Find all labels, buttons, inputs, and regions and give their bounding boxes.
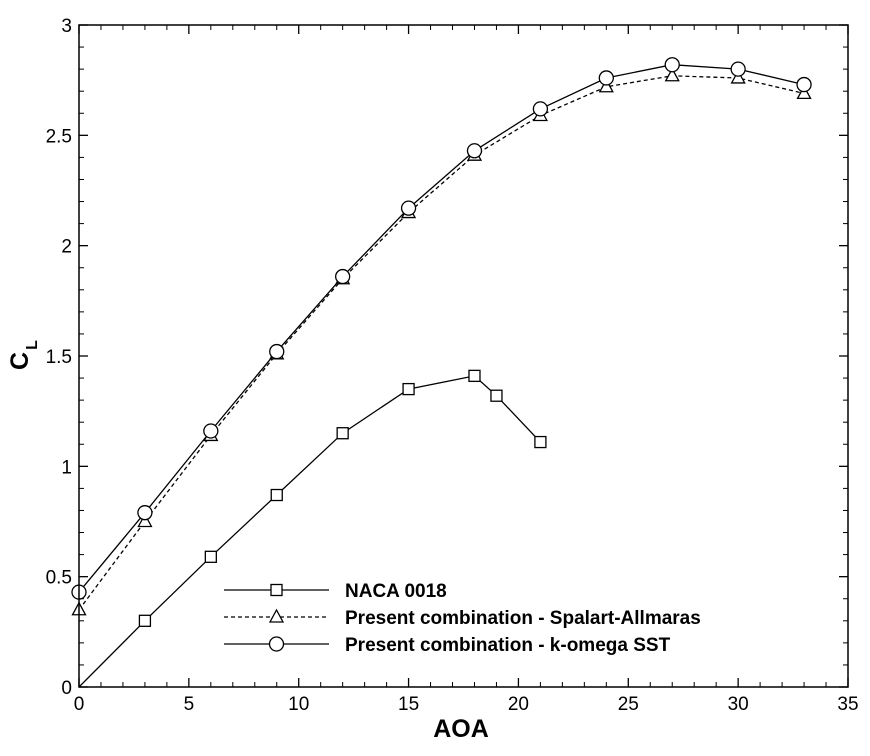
y-tick-label: 1 xyxy=(61,457,72,478)
data-point-present-combination-k-omega-sst xyxy=(532,101,549,117)
data-point-present-combination-k-omega-sst xyxy=(137,505,153,521)
data-point-naca-0018 xyxy=(336,427,349,440)
data-point-present-combination-k-omega-sst xyxy=(466,143,483,159)
legend-marker-naca-0018 xyxy=(270,583,283,597)
data-point-naca-0018 xyxy=(534,435,547,449)
x-tick-label: 10 xyxy=(288,694,309,715)
data-point-present-combination-k-omega-sst xyxy=(796,76,812,93)
data-point-present-combination-k-omega-sst xyxy=(203,423,219,439)
legend-item-present-combination-spalart-allmaras: Present combination - Spalart-Allmaras xyxy=(224,608,701,629)
data-point-naca-0018 xyxy=(204,550,217,563)
y-axis-title-subscript: L xyxy=(24,340,41,350)
data-point-naca-0018 xyxy=(490,389,503,402)
data-point-present-combination-spalart-allmaras xyxy=(796,85,812,100)
y-axis-title: C L xyxy=(6,340,41,370)
y-tick-label: 0.5 xyxy=(46,568,72,589)
data-point-naca-0018 xyxy=(402,382,415,396)
data-point-present-combination-spalart-allmaras xyxy=(730,69,746,84)
y-tick-label: 1.5 xyxy=(46,347,72,368)
data-point-naca-0018 xyxy=(138,614,152,627)
legend-item-present-combination-k-omega-sst: Present combination - k-omega SST xyxy=(224,635,671,656)
data-point-naca-0018 xyxy=(468,369,481,383)
data-point-naca-0018 xyxy=(270,488,283,502)
data-point-present-combination-k-omega-sst xyxy=(400,200,417,216)
x-tick-label: 0 xyxy=(74,694,85,715)
axes-layer: 0 5 10 15 20 25 30 35 0 0.5 1 1.5 2 2.5 3 xyxy=(46,16,859,715)
y-axis-title-main: C xyxy=(6,352,34,370)
data-point-present-combination-spalart-allmaras xyxy=(664,67,680,82)
x-axis-title: AOA xyxy=(433,715,489,743)
legend-marker-present-combination-spalart-allmaras xyxy=(268,608,285,623)
x-tick-label: 30 xyxy=(728,694,749,715)
y-tick-label: 2 xyxy=(61,237,72,258)
y-tick-label: 3 xyxy=(61,16,72,37)
data-point-present-combination-k-omega-sst xyxy=(664,57,680,73)
data-point-present-combination-spalart-allmaras xyxy=(137,513,153,528)
series-naca-0018 xyxy=(78,369,547,688)
x-tick-label: 35 xyxy=(837,694,858,715)
data-point-present-combination-k-omega-sst xyxy=(730,61,746,77)
legend: NACA 0018 Present combination - Spalart-A… xyxy=(224,581,701,656)
series-line-present-combination-spalart-allmaras xyxy=(78,75,805,611)
data-point-present-combination-k-omega-sst xyxy=(335,268,351,285)
y-tick-label: 0 xyxy=(61,678,72,699)
data-point-present-combination-k-omega-sst xyxy=(598,70,614,86)
legend-label-naca-0018: NACA 0018 xyxy=(345,581,447,602)
legend-label-present-combination-spalart-allmaras: Present combination - Spalart-Allmaras xyxy=(345,608,701,629)
x-tick-label: 25 xyxy=(618,694,639,715)
y-tick-label: 2.5 xyxy=(46,126,72,147)
x-tick-label: 5 xyxy=(184,694,195,715)
series-line-present-combination-k-omega-sst xyxy=(78,64,805,593)
x-tick-label: 15 xyxy=(398,694,419,715)
plot-layer xyxy=(71,57,812,688)
legend-item-naca-0018: NACA 0018 xyxy=(224,581,447,602)
data-point-present-combination-k-omega-sst xyxy=(269,343,285,360)
legend-marker-present-combination-k-omega-sst xyxy=(268,636,285,652)
series-present-combination-k-omega-sst xyxy=(71,57,812,600)
legend-label-present-combination-k-omega-sst: Present combination - k-omega SST xyxy=(345,635,671,656)
x-tick-label: 20 xyxy=(508,694,529,715)
data-point-present-combination-spalart-allmaras xyxy=(598,78,614,93)
